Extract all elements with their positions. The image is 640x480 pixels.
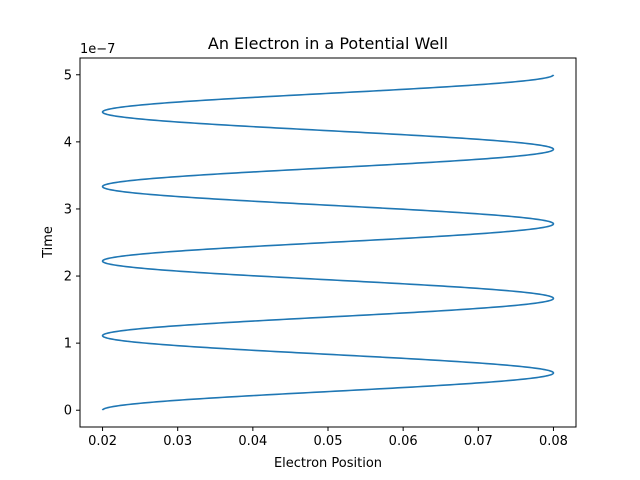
series-layer	[101, 74, 555, 411]
x-tick-label: 0.02	[88, 434, 117, 449]
y-axis-title: Time	[41, 226, 56, 259]
x-tick-label: 0.08	[539, 434, 568, 449]
y-tick-label: 4	[64, 135, 72, 150]
x-tick-label: 0.05	[314, 434, 343, 449]
y-axis: 0 1 2 3 4 5	[64, 68, 80, 419]
series-line	[101, 74, 555, 411]
plot-area	[79, 57, 577, 428]
y-tick-label: 3	[64, 202, 72, 217]
y-tick-label: 0	[64, 404, 72, 419]
x-tick-label: 0.07	[464, 434, 493, 449]
y-tick-label: 2	[64, 270, 72, 285]
chart-title: An Electron in a Potential Well	[208, 34, 448, 53]
y-tick-label: 5	[64, 68, 72, 83]
x-tick-label: 0.04	[238, 434, 267, 449]
x-tick-label: 0.06	[389, 434, 418, 449]
y-offset-label: 1e−7	[80, 42, 115, 57]
x-tick-label: 0.03	[163, 434, 192, 449]
x-axis: 0.02 0.03 0.04 0.05 0.06 0.07 0.08	[88, 427, 568, 449]
x-axis-title: Electron Position	[274, 456, 382, 471]
y-tick-label: 1	[64, 337, 72, 352]
